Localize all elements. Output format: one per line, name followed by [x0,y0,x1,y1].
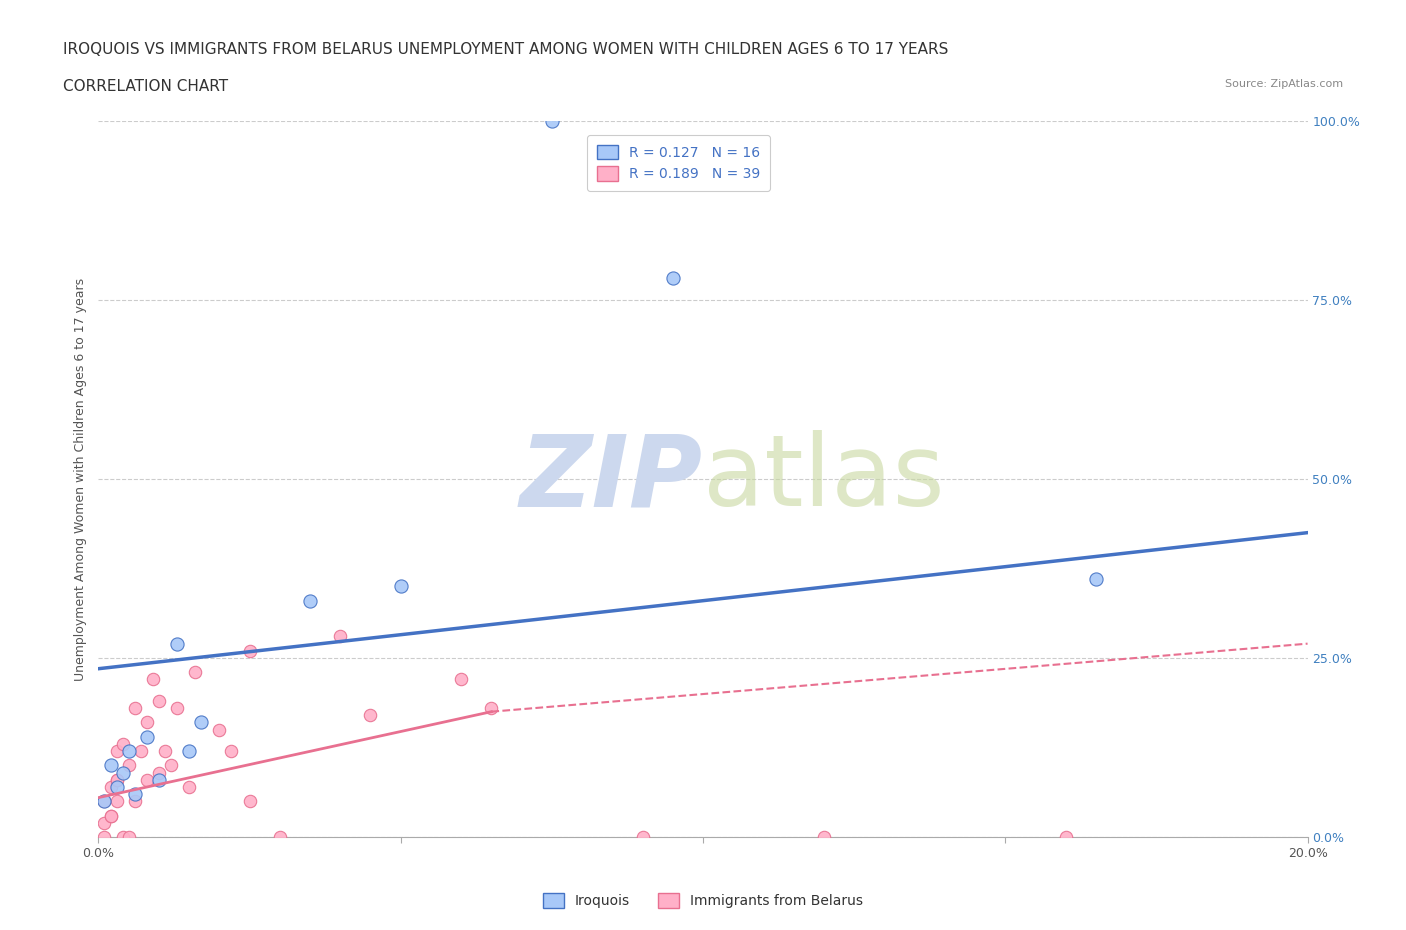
Point [389,578,412,594]
Point [299,593,322,608]
Point [129,744,152,759]
Text: ZIP: ZIP [520,431,703,527]
Point [631,830,654,844]
Text: IROQUOIS VS IMMIGRANTS FROM BELARUS UNEMPLOYMENT AMONG WOMEN WITH CHILDREN AGES : IROQUOIS VS IMMIGRANTS FROM BELARUS UNEM… [63,42,949,57]
Point [142,672,165,687]
Point [100,808,122,823]
Point [160,758,183,773]
Point [540,113,562,128]
Point [208,722,231,737]
Point [105,794,128,809]
Point [153,744,176,759]
Text: atlas: atlas [703,431,945,527]
Point [179,779,201,794]
Point [118,758,141,773]
Point [105,772,128,787]
Point [118,830,141,844]
Point [118,744,141,759]
Point [239,794,262,809]
Point [166,636,188,651]
Point [184,665,207,680]
Point [93,816,115,830]
Point [135,729,157,744]
Point [93,830,115,844]
Point [190,715,212,730]
Point [329,629,352,644]
Point [148,765,170,780]
Point [239,644,262,658]
Point [179,744,201,759]
Point [135,715,157,730]
Legend: R = 0.127   N = 16, R = 0.189   N = 39: R = 0.127 N = 16, R = 0.189 N = 39 [588,135,770,191]
Point [93,794,115,809]
Point [221,744,243,759]
Point [124,794,146,809]
Point [105,744,128,759]
Point [481,700,503,715]
Point [813,830,835,844]
Y-axis label: Unemployment Among Women with Children Ages 6 to 17 years: Unemployment Among Women with Children A… [75,277,87,681]
Point [93,794,115,809]
Point [360,708,382,723]
Point [111,737,134,751]
Point [1085,572,1108,587]
Point [100,758,122,773]
Point [450,672,472,687]
Point [269,830,291,844]
Point [100,779,122,794]
Text: CORRELATION CHART: CORRELATION CHART [63,79,228,94]
Point [111,830,134,844]
Point [111,765,134,780]
Point [105,772,128,787]
Point [166,700,188,715]
Point [662,271,685,286]
Text: Source: ZipAtlas.com: Source: ZipAtlas.com [1225,79,1343,89]
Point [100,808,122,823]
Point [124,700,146,715]
Point [124,787,146,802]
Point [148,694,170,709]
Point [105,779,128,794]
Point [135,772,157,787]
Point [148,772,170,787]
Legend: Iroquois, Immigrants from Belarus: Iroquois, Immigrants from Belarus [537,888,869,914]
Point [1054,830,1077,844]
